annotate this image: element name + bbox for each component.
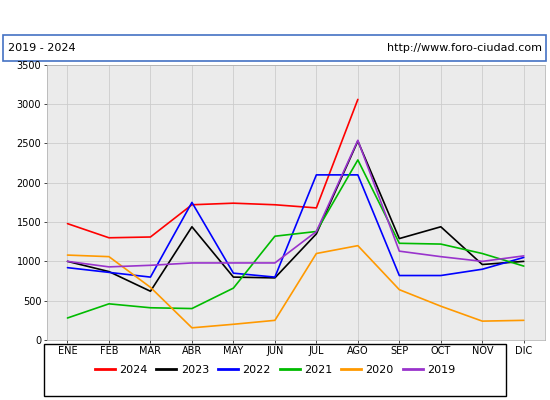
Legend: 2024, 2023, 2022, 2021, 2020, 2019: 2024, 2023, 2022, 2021, 2020, 2019 <box>90 360 460 380</box>
Text: http://www.foro-ciudad.com: http://www.foro-ciudad.com <box>387 43 542 53</box>
Text: Evolucion Nº Turistas Nacionales en el municipio de Roa: Evolucion Nº Turistas Nacionales en el m… <box>81 10 469 24</box>
Text: 2019 - 2024: 2019 - 2024 <box>8 43 76 53</box>
